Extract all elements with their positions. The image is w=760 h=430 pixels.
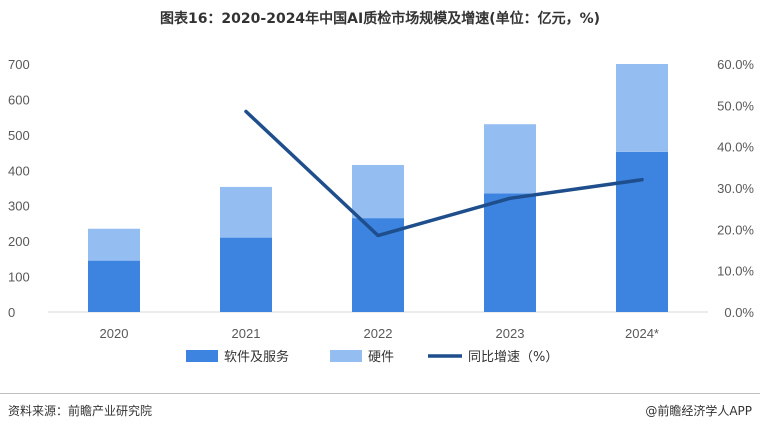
bar-hardware [616,64,668,152]
bar-software [616,151,668,312]
bar-hardware [484,124,536,194]
bar-hardware [352,164,404,219]
growth-point [508,196,512,200]
right-tick-label: 40.0% [717,140,754,155]
growth-point [376,234,380,238]
left-tick-label: 400 [8,163,30,178]
legend-label: 软件及服务 [224,349,289,365]
legend-label: 硬件 [368,350,394,365]
left-tick-label: 300 [8,199,30,214]
right-tick-label: 10.0% [717,264,754,279]
left-tick-label: 100 [8,270,30,285]
bar-hardware [88,228,140,261]
right-tick-label: 60.0% [717,57,754,72]
combo-chart: 0 100 200 300 400 500 600 700 0.0% 10.0% 20.0% 30.… [8,57,754,365]
source-note: 资料来源：前瞻产业研究院 [8,404,153,418]
left-tick-label: 600 [8,92,30,107]
x-tick-label: 2021 [232,326,261,341]
right-tick-label: 0.0% [724,305,754,320]
growth-point [244,110,248,114]
x-tick-label: 2024* [625,326,659,341]
left-tick-label: 700 [8,57,30,72]
bar-software [352,218,404,312]
brand-note: @前瞻经济学人APP [645,404,752,418]
legend: 软件及服务 硬件 同比增速（%） [186,349,558,365]
chart-title: 图表16：2020-2024年中国AI质检市场规模及增速(单位：亿元，%) [159,11,601,27]
bar-series [88,64,668,312]
left-tick-label: 200 [8,234,30,249]
growth-line-series [244,109,644,238]
right-tick-label: 30.0% [717,181,754,196]
right-tick-label: 50.0% [717,98,754,113]
legend-swatch [186,350,218,362]
legend-swatch [330,350,362,362]
bar-software [484,193,536,312]
x-tick-label: 2022 [364,326,393,341]
left-tick-label: 500 [8,128,30,143]
x-axis: 2020 2021 2022 2023 2024* [100,326,659,341]
growth-point [640,178,644,182]
bar-hardware [220,186,272,238]
x-tick-label: 2020 [100,326,129,341]
legend-item: 硬件 [330,350,394,365]
left-axis: 0 100 200 300 400 500 600 700 [8,57,30,320]
legend-item: 软件及服务 [186,349,289,365]
bar-software [88,260,140,312]
growth-line [244,109,644,238]
x-tick-label: 2023 [496,326,525,341]
legend-label: 同比增速（%） [468,350,558,365]
right-tick-label: 20.0% [717,222,754,237]
bar-software [220,237,272,312]
left-tick-label: 0 [8,305,15,320]
legend-item: 同比增速（%） [428,350,558,365]
footer-divider [0,393,760,394]
right-axis: 0.0% 10.0% 20.0% 30.0% 40.0% 50.0% 60.0% [717,57,754,320]
